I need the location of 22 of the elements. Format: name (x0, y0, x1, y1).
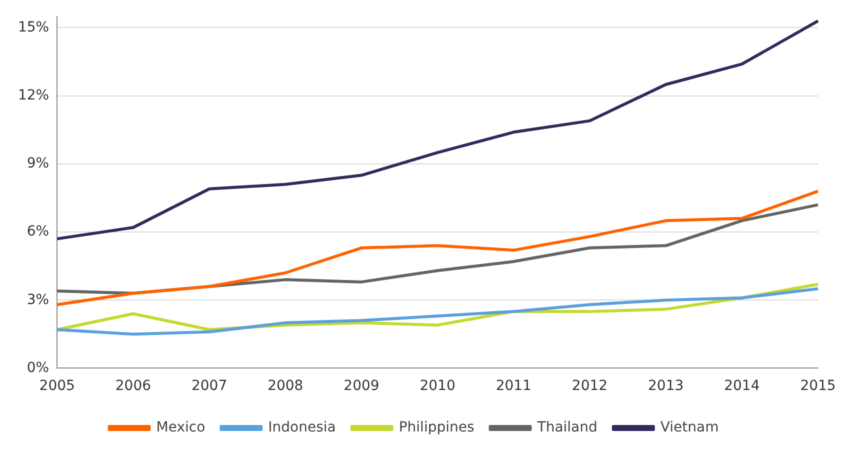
y-tick-label: 15% (18, 19, 50, 36)
x-tick-label: 2013 (648, 378, 684, 394)
x-tick-label: 2010 (420, 378, 456, 394)
legend-label: Philippines (398, 420, 474, 436)
x-tick-label: 2005 (39, 378, 75, 394)
y-tick-label: 12% (18, 87, 50, 104)
legend-label: Vietnam (660, 420, 719, 436)
y-tick-label: 0% (26, 360, 50, 376)
x-tick-label: 2007 (191, 378, 228, 394)
x-tick-label: 2008 (268, 378, 304, 394)
x-tick-label: 2006 (115, 378, 152, 394)
legend-label: Indonesia (268, 420, 336, 436)
x-tick-label: 2015 (800, 378, 836, 394)
y-tick-label: 6% (26, 224, 50, 240)
legend-label: Mexico (156, 420, 206, 436)
legend-label: Thailand (536, 420, 598, 436)
x-tick-label: 2014 (724, 378, 760, 394)
x-tick-label: 2011 (496, 378, 532, 394)
x-tick-label: 2009 (344, 378, 380, 394)
y-tick-label: 9% (26, 156, 50, 172)
y-tick-label: 3% (26, 292, 50, 308)
x-tick-label: 2012 (572, 378, 608, 394)
